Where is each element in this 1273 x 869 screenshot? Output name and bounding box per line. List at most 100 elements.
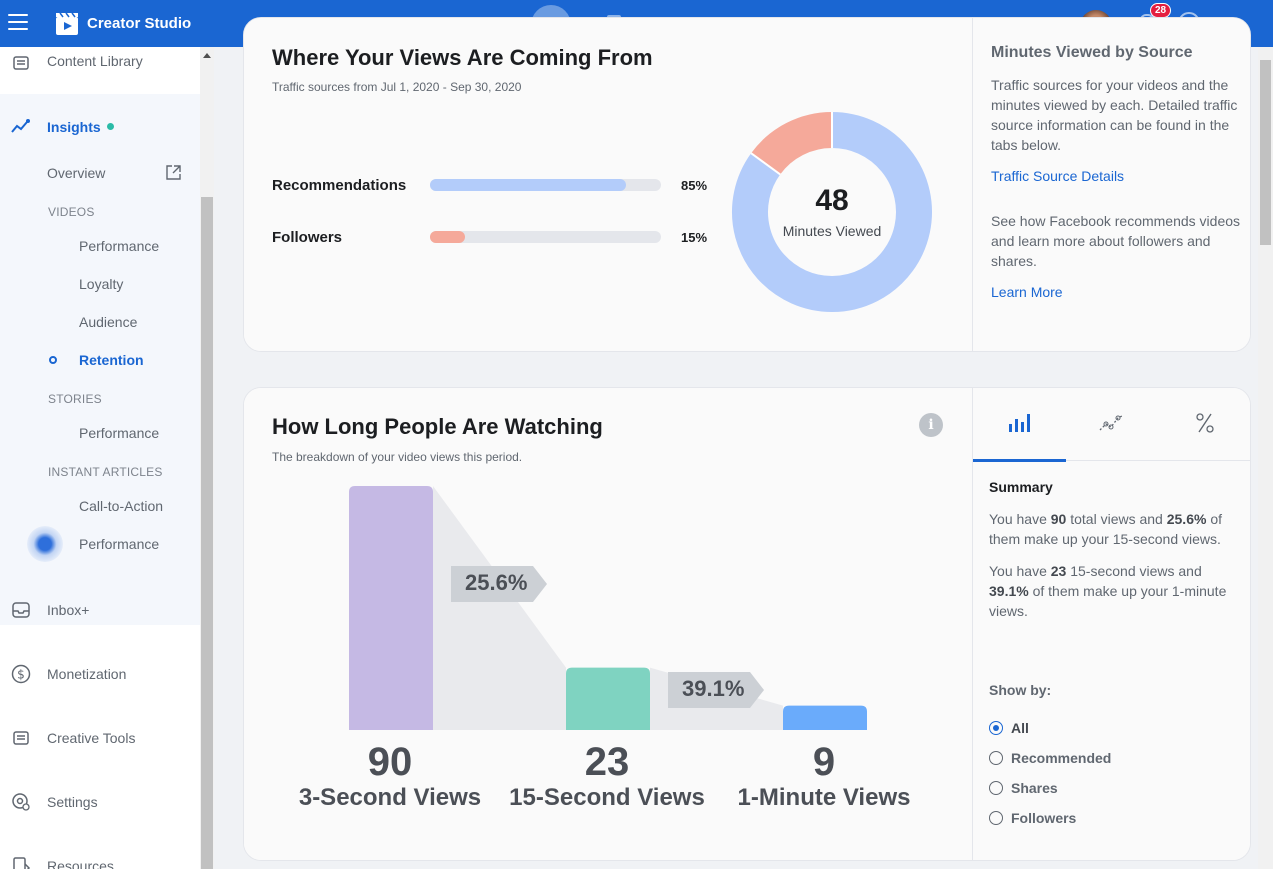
source-bar-fill xyxy=(430,179,627,191)
card-title: Where Your Views Are Coming From xyxy=(272,45,653,70)
tab-percent[interactable] xyxy=(1159,388,1250,461)
sidebar: Content Library Insights Overview VIDEOS… xyxy=(0,47,214,869)
sidebar-item-label: Creative Tools xyxy=(47,730,136,746)
summary-text-part: of them make up your 1-minute views. xyxy=(989,583,1227,619)
watch-time-card: How Long People Are Watching The breakdo… xyxy=(243,387,1251,861)
bar-value-15-second: 23 xyxy=(584,740,630,784)
creator-studio-logo-icon xyxy=(56,12,78,35)
card-subtitle: The breakdown of your video views this p… xyxy=(272,450,523,464)
sidebar-item-retention[interactable]: Retention xyxy=(79,352,144,368)
source-bar-recommendations xyxy=(430,179,661,191)
page-scrollbar[interactable] xyxy=(1258,47,1273,869)
donut-slice-followers xyxy=(751,112,833,175)
source-label-recommendations: Recommendations xyxy=(272,177,407,194)
source-label-followers: Followers xyxy=(272,229,343,246)
sidebar-item-loyalty[interactable]: Loyalty xyxy=(79,276,124,292)
drop-label-tag-2 xyxy=(668,672,764,708)
bar-label-1-minute: 1-Minute Views xyxy=(737,784,911,811)
bar-3-second-views xyxy=(349,486,433,730)
pulse-indicator xyxy=(27,526,63,562)
summary-text-part: You have xyxy=(989,511,1051,527)
info-text-2: See how Facebook recommends videos and l… xyxy=(991,213,1241,269)
watch-time-summary: Summary You have 90 total views and 25.6… xyxy=(972,388,1250,860)
summary-text-part: You have xyxy=(989,563,1051,579)
insights-label: Insights xyxy=(47,119,101,135)
sidebar-item-creative-tools[interactable]: Creative Tools xyxy=(0,730,200,750)
percent-icon xyxy=(1196,413,1214,433)
info-text: Traffic sources for your videos and the … xyxy=(991,77,1238,153)
views-source-card: Where Your Views Are Coming From Traffic… xyxy=(243,17,1251,352)
section-instant-articles: INSTANT ARTICLES xyxy=(48,465,163,479)
sidebar-item-resources[interactable]: Resources xyxy=(0,857,200,869)
summary-text-1: You have 90 total views and 25.6% of the… xyxy=(989,509,1239,549)
source-bar-fill xyxy=(430,231,465,243)
drop-label-tag-1 xyxy=(451,566,547,602)
sidebar-item-label: Monetization xyxy=(47,666,127,682)
sidebar-item-label: Insights xyxy=(47,119,114,135)
sidebar-item-label: Inbox+ xyxy=(47,602,90,618)
sidebar-item-audience[interactable]: Audience xyxy=(79,314,138,330)
settings-icon xyxy=(12,793,30,811)
radio-label: Recommended xyxy=(1011,750,1112,766)
summary-total-views: 90 xyxy=(1050,511,1067,527)
chart-type-tabs xyxy=(973,388,1250,462)
radio-button[interactable] xyxy=(989,721,1003,735)
sidebar-item-inbox[interactable]: Inbox+ xyxy=(0,602,200,622)
source-pct-recommendations: 85% xyxy=(681,178,708,193)
summary-pct-15s: 25.6% xyxy=(1166,511,1207,527)
summary-text-2: You have 23 15-second views and 39.1% of… xyxy=(989,561,1239,621)
sidebar-item-settings[interactable]: Settings xyxy=(0,793,200,814)
radio-label: All xyxy=(1011,720,1029,736)
summary-text-part: total views and xyxy=(1066,511,1167,527)
sidebar-item-video-performance[interactable]: Performance xyxy=(79,238,160,254)
menu-icon[interactable] xyxy=(8,14,28,32)
summary-text-part: of them make up your 15-second views. xyxy=(989,511,1223,547)
creative-tools-icon xyxy=(13,731,29,745)
sidebar-item-content-library[interactable]: Content Library xyxy=(0,53,200,73)
sidebar-item-insights[interactable]: Insights xyxy=(0,119,200,139)
scroll-up-arrow-icon[interactable] xyxy=(203,53,211,58)
radio-label: Followers xyxy=(1011,810,1077,826)
show-by-label: Show by: xyxy=(989,682,1052,698)
summary-text-part: 15-second views and xyxy=(1066,563,1202,579)
tab-bar-chart[interactable] xyxy=(973,388,1066,462)
source-pct-followers: 15% xyxy=(681,230,708,245)
radio-button[interactable] xyxy=(989,781,1003,795)
funnel-drop-area xyxy=(433,486,566,730)
external-link-icon[interactable] xyxy=(165,164,182,181)
sidebar-scrollbar-thumb[interactable] xyxy=(201,197,213,869)
traffic-source-details-link[interactable]: Traffic Source Details xyxy=(991,168,1125,184)
summary-15s-views: 23 xyxy=(1050,563,1067,579)
sidebar-item-stories-performance[interactable]: Performance xyxy=(79,425,160,441)
sidebar-item-monetization[interactable]: $ Monetization xyxy=(0,664,200,686)
donut-value: 48 xyxy=(815,184,849,217)
learn-more-link[interactable]: Learn More xyxy=(991,284,1063,300)
minutes-donut-chart xyxy=(732,112,932,312)
bar-label-15-second: 15-Second Views xyxy=(509,784,705,811)
info-icon[interactable]: i xyxy=(919,413,943,437)
retention-funnel-chart xyxy=(349,486,867,730)
info-title: Minutes Viewed by Source xyxy=(991,44,1193,61)
summary-title: Summary xyxy=(989,479,1053,495)
bar-value-1-minute: 9 xyxy=(812,740,836,784)
radio-button[interactable] xyxy=(989,811,1003,825)
card-title: How Long People Are Watching xyxy=(272,414,603,439)
inbox-icon xyxy=(12,602,30,618)
sidebar-item-overview[interactable]: Overview xyxy=(47,165,106,181)
drop-label-2: 39.1% xyxy=(682,676,745,701)
section-videos: VIDEOS xyxy=(48,205,95,219)
app-title: Creator Studio xyxy=(87,15,192,32)
sidebar-item-call-to-action[interactable]: Call-to-Action xyxy=(79,498,164,514)
svg-text:$: $ xyxy=(17,668,25,682)
page-scrollbar-thumb[interactable] xyxy=(1260,60,1271,245)
active-indicator xyxy=(49,356,57,364)
radio-button[interactable] xyxy=(989,751,1003,765)
card-subtitle: Traffic sources from Jul 1, 2020 - Sep 3… xyxy=(272,80,522,94)
bar-label-3-second: 3-Second Views xyxy=(298,784,482,811)
tab-line-chart[interactable] xyxy=(1066,388,1159,461)
watch-time-main: How Long People Are Watching The breakdo… xyxy=(244,388,972,860)
sidebar-item-articles-performance[interactable]: Performance xyxy=(79,536,160,552)
resources-icon xyxy=(13,857,31,869)
donut-separator xyxy=(750,152,781,176)
new-indicator xyxy=(106,123,114,130)
